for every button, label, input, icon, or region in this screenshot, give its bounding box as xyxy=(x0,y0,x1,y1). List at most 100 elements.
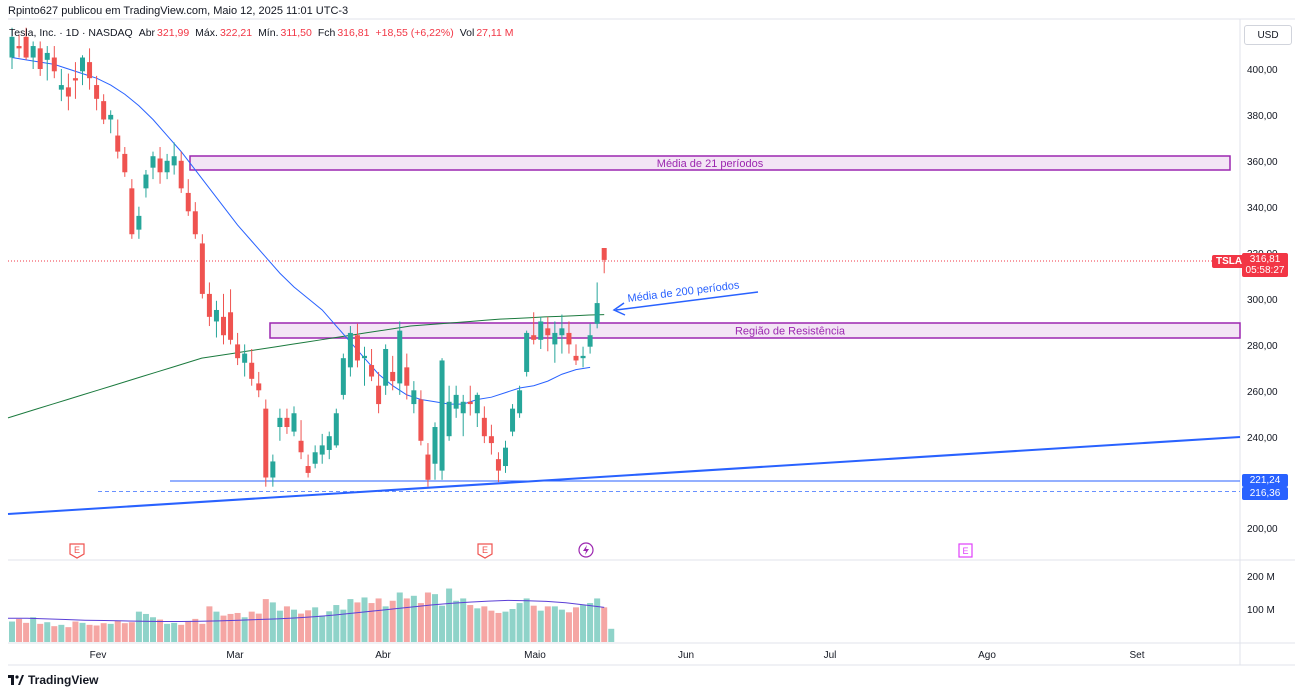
candle xyxy=(256,371,262,398)
candle xyxy=(369,348,375,382)
volume-bar xyxy=(100,623,107,642)
candle xyxy=(228,289,234,345)
symbol-label[interactable]: Tesla, Inc. · 1D · NASDAQ xyxy=(9,27,133,39)
candle-body xyxy=(545,328,551,336)
volume-bar xyxy=(432,594,438,642)
volume-bar xyxy=(368,603,375,642)
time-label: Jul xyxy=(824,650,837,661)
long-trendline[interactable] xyxy=(7,436,1241,515)
candle xyxy=(319,433,325,464)
candle xyxy=(23,27,29,60)
candle-body xyxy=(249,362,255,379)
earnings-marker-upcoming[interactable]: E xyxy=(958,543,973,558)
volume-bar xyxy=(206,606,213,642)
earnings-marker[interactable]: E xyxy=(69,543,85,559)
candle-body xyxy=(157,158,163,173)
candle xyxy=(305,454,311,478)
candle-body xyxy=(340,358,346,395)
volume-bar xyxy=(453,600,460,642)
earnings-marker[interactable]: E xyxy=(477,543,493,559)
candle xyxy=(552,321,558,363)
candle xyxy=(580,346,586,368)
ma200-arrow[interactable] xyxy=(615,291,759,311)
candle-body xyxy=(115,135,121,152)
candle-body xyxy=(235,344,241,359)
volume-bar xyxy=(340,609,347,642)
ma200-line[interactable] xyxy=(7,314,605,419)
candle-body xyxy=(481,417,487,437)
volume-bar xyxy=(255,613,262,642)
price-tick: 280,00 xyxy=(1247,341,1278,352)
candle-body xyxy=(425,454,431,480)
candle xyxy=(263,399,269,487)
volume-bar xyxy=(417,603,424,642)
candle xyxy=(16,34,22,58)
bar-countdown: 05:58:27 xyxy=(1245,265,1285,276)
candle xyxy=(333,408,339,448)
candle-body xyxy=(143,174,149,189)
candle-body xyxy=(354,335,360,361)
candle xyxy=(587,323,593,354)
candle-body xyxy=(383,348,389,386)
candle xyxy=(129,179,135,239)
currency-button[interactable]: USD xyxy=(1244,25,1292,45)
candle-body xyxy=(44,52,50,60)
volume-bar xyxy=(347,599,354,642)
volume-value: 27,11 M xyxy=(476,27,514,39)
volume-bar xyxy=(446,588,453,642)
volume-bar xyxy=(16,618,23,642)
candle-body xyxy=(199,243,205,294)
volume-bar xyxy=(558,609,565,642)
volume-bar xyxy=(30,617,37,642)
candle-body xyxy=(122,153,128,173)
time-label: Set xyxy=(1129,650,1144,661)
candle-body xyxy=(9,36,15,58)
candle xyxy=(249,348,255,386)
candle-body xyxy=(453,394,459,409)
candle xyxy=(221,293,226,345)
candle-body xyxy=(213,309,219,322)
candle xyxy=(199,234,205,299)
volume-bar xyxy=(72,621,79,642)
candle xyxy=(150,151,156,180)
resistance-box[interactable] xyxy=(269,322,1241,339)
close-label: Fch xyxy=(317,27,336,39)
candle xyxy=(143,169,149,198)
volume-bar xyxy=(213,611,220,642)
candle-body xyxy=(446,401,452,437)
volume-bar xyxy=(544,606,551,642)
change-value: +18,55 (+6,22%) xyxy=(375,27,454,39)
candle-body xyxy=(51,57,57,72)
candle xyxy=(510,404,516,437)
tradingview-icon xyxy=(8,675,24,685)
candle-body xyxy=(404,367,410,386)
volume-bar xyxy=(283,606,290,642)
time-label: Abr xyxy=(375,650,391,661)
ma21-line[interactable] xyxy=(11,57,591,405)
candle-body xyxy=(397,330,403,384)
volume-bar xyxy=(410,595,417,642)
volume-bar xyxy=(424,592,431,642)
candle xyxy=(376,371,382,414)
volume-bar xyxy=(523,598,530,642)
volume-bar xyxy=(516,603,523,642)
candle-body xyxy=(432,427,438,464)
candle-body xyxy=(206,293,212,317)
volume-bar xyxy=(565,612,572,642)
volume-bar xyxy=(594,598,601,642)
volume-bar xyxy=(382,606,389,642)
candle xyxy=(453,385,459,418)
candle xyxy=(439,358,445,480)
candle xyxy=(101,94,107,125)
price-tick: 300,00 xyxy=(1247,295,1278,306)
symbol-badge: TSLA xyxy=(1212,255,1247,268)
tradingview-logo[interactable]: TradingView xyxy=(8,673,98,687)
time-label: Mar xyxy=(226,650,244,661)
volume-bar xyxy=(580,605,587,642)
brand-label: TradingView xyxy=(28,673,99,687)
symbol-legend: Tesla, Inc. · 1D · NASDAQ Abr 321,99 Máx.… xyxy=(9,27,513,39)
candle xyxy=(185,179,191,216)
dividend-event-icon[interactable] xyxy=(578,542,594,558)
price-tick: 380,00 xyxy=(1247,111,1278,122)
